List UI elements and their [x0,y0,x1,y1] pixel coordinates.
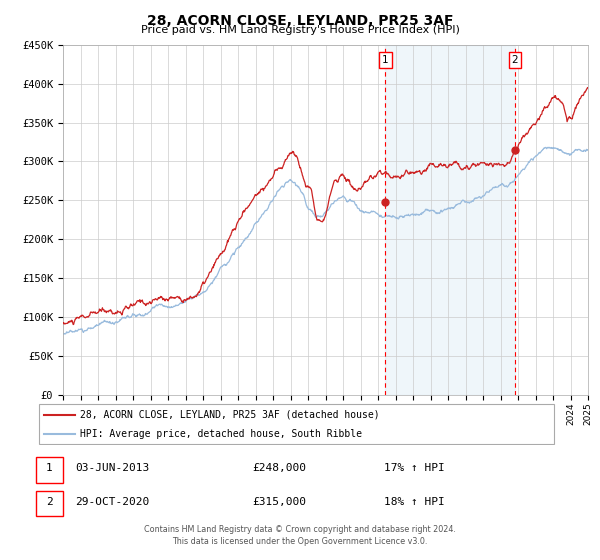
Text: 17% ↑ HPI: 17% ↑ HPI [384,463,445,473]
Text: Price paid vs. HM Land Registry's House Price Index (HPI): Price paid vs. HM Land Registry's House … [140,25,460,35]
Text: 2: 2 [512,55,518,66]
Text: £315,000: £315,000 [252,497,306,507]
Text: 03-JUN-2013: 03-JUN-2013 [75,463,149,473]
Text: 2: 2 [46,497,53,507]
Text: 29-OCT-2020: 29-OCT-2020 [75,497,149,507]
Bar [385,45,515,395]
Text: HPI: Average price, detached house, South Ribble: HPI: Average price, detached house, Sout… [80,429,362,439]
FancyBboxPatch shape [38,404,554,445]
Text: Contains HM Land Registry data © Crown copyright and database right 2024.
This d: Contains HM Land Registry data © Crown c… [144,525,456,546]
Text: £248,000: £248,000 [252,463,306,473]
Text: 28, ACORN CLOSE, LEYLAND, PR25 3AF: 28, ACORN CLOSE, LEYLAND, PR25 3AF [147,14,453,28]
Text: 18% ↑ HPI: 18% ↑ HPI [384,497,445,507]
Text: 28, ACORN CLOSE, LEYLAND, PR25 3AF (detached house): 28, ACORN CLOSE, LEYLAND, PR25 3AF (deta… [80,409,380,419]
Text: 1: 1 [46,463,53,473]
Text: 1: 1 [382,55,389,66]
